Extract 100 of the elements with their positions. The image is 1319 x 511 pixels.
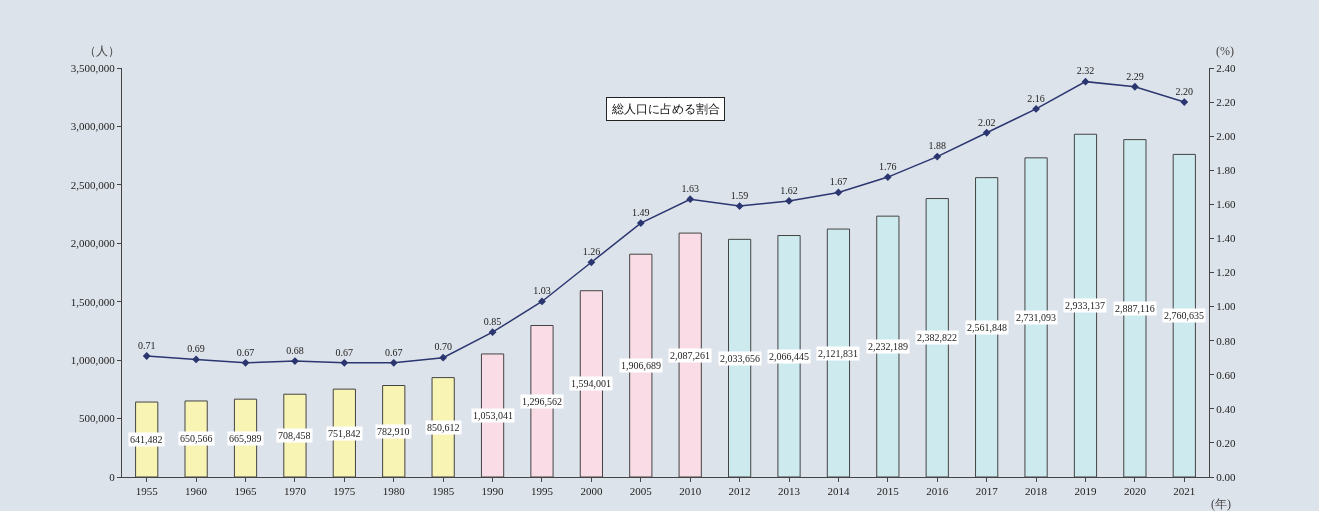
data-label: 2,731,093: [1016, 312, 1056, 323]
data-label: 751,842: [328, 428, 361, 439]
point: [488, 328, 497, 337]
point: [291, 357, 299, 366]
point: [636, 219, 645, 227]
y2-tick-label: 0.80: [1216, 334, 1236, 347]
data-label: 650,566: [180, 433, 213, 444]
point: [241, 358, 250, 367]
x-tick-label: 1990: [481, 485, 505, 498]
data-label: 1.03: [533, 285, 551, 297]
point: [735, 202, 744, 210]
data-label: 708,458: [278, 430, 311, 441]
data-label: 1.63: [681, 182, 699, 194]
data-label: 0.67: [236, 346, 255, 358]
point: [982, 128, 991, 137]
y2-tick-label: 1.00: [1216, 300, 1236, 313]
data-label: 2,561,848: [967, 322, 1007, 333]
x-tick-label: 1995: [530, 485, 554, 498]
data-label: 1.59: [730, 189, 749, 201]
point: [1180, 98, 1189, 106]
data-label: 0.67: [385, 346, 403, 358]
y2-axis-title: (%): [1216, 44, 1234, 58]
point: [686, 195, 695, 204]
data-label: 2,887,116: [1115, 303, 1155, 314]
data-label: 0.67: [335, 346, 354, 358]
y2-tick-label: 2.00: [1216, 130, 1236, 143]
y2-tick-label: 0.40: [1216, 402, 1236, 415]
data-label: 1,594,001: [571, 378, 611, 389]
x-tick-label: 2016: [926, 485, 949, 498]
x-tick-label: 2020: [1123, 485, 1147, 498]
data-label: 2,933,137: [1065, 300, 1105, 311]
point: [192, 355, 201, 364]
y2-tick-label: 1.40: [1216, 232, 1236, 245]
data-label: 2.32: [1076, 65, 1095, 77]
x-tick-label: 2000: [580, 485, 603, 498]
data-label: 2,087,261: [670, 350, 710, 361]
data-label: 2.16: [1027, 92, 1045, 104]
data-label: 1.49: [632, 206, 650, 218]
point: [1081, 77, 1090, 86]
x-tick-label: 2015: [876, 485, 900, 498]
x-tick-label: 2017: [975, 485, 999, 498]
y2-tick-label: 0.00: [1216, 470, 1236, 483]
data-label: 2,066,445: [769, 351, 809, 362]
data-label: 850,612: [427, 422, 460, 433]
x-tick-label: 2019: [1074, 485, 1097, 498]
x-tick-label: 1970: [283, 485, 307, 498]
x-tick-label: 2021: [1173, 485, 1196, 498]
data-label: 1.62: [780, 184, 798, 196]
y2-tick-label: 1.60: [1216, 198, 1236, 211]
x-tick-label: 2012: [728, 485, 751, 498]
y2-tick-label: 0.60: [1216, 368, 1236, 381]
annotation: 総人口に占める割合: [611, 102, 720, 116]
data-label: 641,482: [130, 434, 163, 445]
x-tick-label: 2013: [778, 485, 801, 498]
y2-tick-label: 2.40: [1216, 61, 1236, 74]
x-tick-label: 1980: [382, 485, 406, 498]
data-label: 1.76: [879, 160, 897, 172]
x-tick-label: 2014: [827, 485, 850, 498]
data-label: 0.69: [187, 343, 205, 355]
data-label: 1.26: [582, 246, 601, 258]
data-label: 2.20: [1175, 85, 1194, 97]
data-label: 1.67: [829, 176, 848, 188]
x-tick-label: 1955: [135, 485, 159, 498]
y-tick-label: 0: [109, 470, 116, 483]
point: [834, 188, 843, 197]
data-label: 2,232,189: [868, 341, 908, 352]
point: [389, 358, 398, 367]
y2-tick-label: 0.20: [1216, 436, 1236, 449]
data-label: 0.68: [286, 344, 304, 356]
data-label: 2.29: [1126, 70, 1144, 82]
y-tick-label: 3,500,000: [70, 61, 116, 74]
data-label: 1,296,562: [522, 396, 562, 407]
data-label: 0.85: [483, 315, 502, 327]
point: [340, 358, 349, 367]
y-axis-title: （人）: [84, 44, 120, 58]
y2-tick-label: 1.80: [1216, 164, 1236, 177]
point: [142, 352, 151, 360]
y-tick-label: 3,000,000: [70, 120, 116, 133]
data-label: 782,910: [377, 426, 410, 437]
y-tick-label: 1,000,000: [70, 353, 116, 366]
data-label: 2.02: [977, 116, 996, 128]
point: [933, 152, 942, 161]
x-axis-title: (年): [1211, 497, 1231, 511]
data-label: 2,382,822: [917, 332, 957, 343]
data-label: 1,053,041: [473, 410, 513, 421]
x-tick-label: 1965: [234, 485, 258, 498]
point: [538, 297, 546, 306]
point: [883, 173, 892, 181]
x-tick-label: 2005: [629, 485, 653, 498]
data-label: 0.71: [137, 339, 156, 351]
data-label: 0.70: [434, 341, 452, 353]
data-label: 2,121,831: [818, 348, 858, 359]
point: [1032, 105, 1040, 113]
x-tick-label: 1960: [185, 485, 208, 498]
y-tick-label: 500,000: [79, 412, 116, 425]
data-label: 2,760,635: [1164, 310, 1204, 321]
y2-tick-label: 1.20: [1216, 266, 1236, 279]
y2-tick-label: 2.20: [1216, 95, 1236, 108]
x-tick-label: 1985: [432, 485, 455, 498]
y-tick-label: 2,500,000: [70, 178, 116, 191]
